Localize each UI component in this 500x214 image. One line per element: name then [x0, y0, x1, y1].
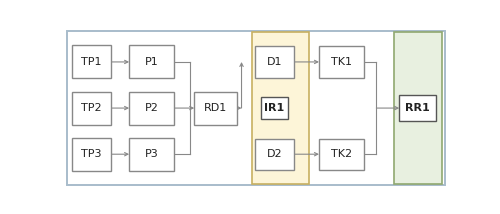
Bar	[252, 32, 308, 184]
Bar	[319, 46, 364, 78]
Text: TK2: TK2	[331, 149, 352, 159]
Text: P2: P2	[144, 103, 158, 113]
Bar	[72, 92, 111, 125]
Bar	[260, 97, 288, 119]
Bar	[194, 92, 237, 125]
Bar	[130, 45, 174, 78]
Text: RD1: RD1	[204, 103, 227, 113]
Bar	[72, 45, 111, 78]
Bar	[72, 138, 111, 171]
Bar	[255, 138, 294, 170]
Bar	[319, 138, 364, 170]
Text: TP3: TP3	[82, 149, 102, 159]
Text: TP2: TP2	[81, 103, 102, 113]
Bar	[394, 32, 442, 184]
Text: P1: P1	[145, 57, 158, 67]
Text: TK1: TK1	[331, 57, 352, 67]
Bar	[400, 95, 436, 121]
Bar	[130, 92, 174, 125]
Text: TP1: TP1	[82, 57, 102, 67]
Text: P3: P3	[145, 149, 158, 159]
Bar	[130, 138, 174, 171]
Text: IR1: IR1	[264, 103, 284, 113]
Text: D1: D1	[266, 57, 282, 67]
Text: D2: D2	[266, 149, 282, 159]
Text: RR1: RR1	[406, 103, 430, 113]
Bar	[255, 46, 294, 78]
